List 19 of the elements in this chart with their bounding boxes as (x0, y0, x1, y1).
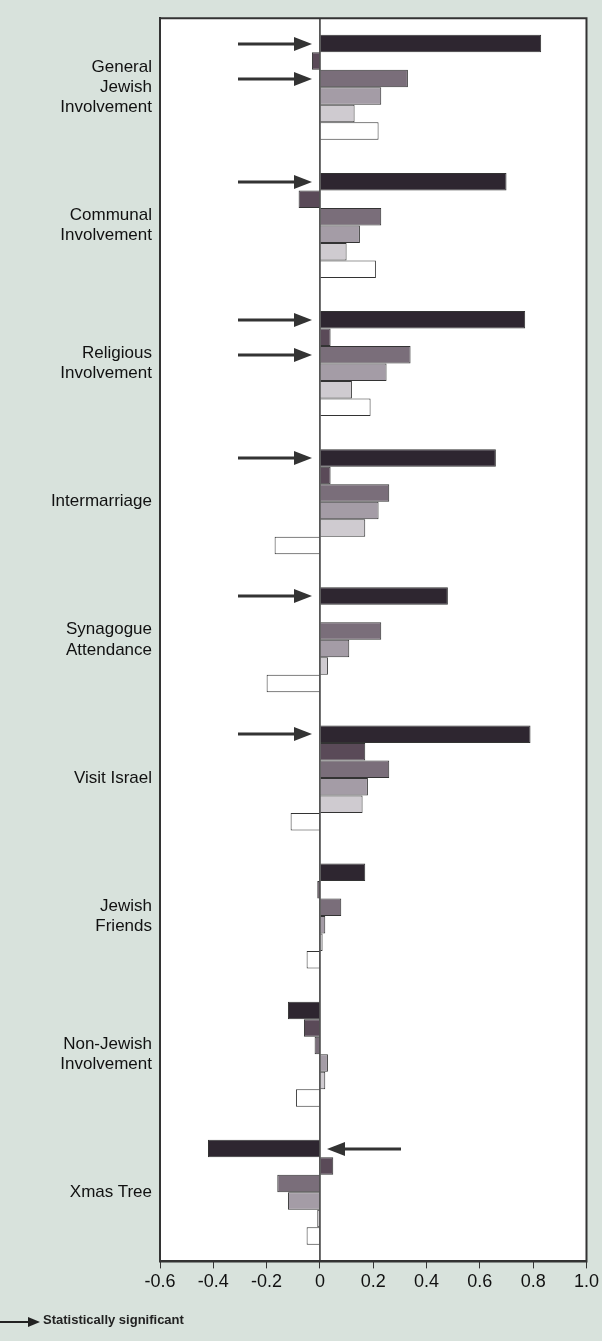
y-tick-label: Communal Involvement (60, 204, 153, 245)
y-tick-label: Jewish Friends (95, 895, 152, 935)
x-tick-label: 0.2 (360, 1271, 386, 1292)
x-tick-label: -0.6 (144, 1271, 176, 1292)
text: Statistically significant (43, 1312, 184, 1327)
x-tick-label: -0.4 (197, 1271, 229, 1292)
x-tick-label: 0.8 (520, 1271, 546, 1292)
y-tick-label: Synagogue Attendance (65, 619, 152, 659)
y-tick-label: Religious Involvement (60, 343, 153, 383)
x-tick-label: 0 (314, 1271, 325, 1292)
x-tick-label: 0.6 (467, 1271, 493, 1292)
y-tick-label: Xmas Tree (69, 1182, 152, 1202)
y-tick-label: General Jewish Involvement (60, 56, 153, 117)
x-tick-label: -0.2 (251, 1271, 283, 1292)
y-tick-label: Non-Jewish Involvement (60, 1033, 153, 1074)
x-tick-label: 1.0 (573, 1271, 599, 1292)
y-tick-label: Visit Israel (73, 767, 152, 787)
y-tick-label: Intermarriage (50, 491, 152, 511)
x-tick-label: 0.4 (414, 1271, 440, 1292)
